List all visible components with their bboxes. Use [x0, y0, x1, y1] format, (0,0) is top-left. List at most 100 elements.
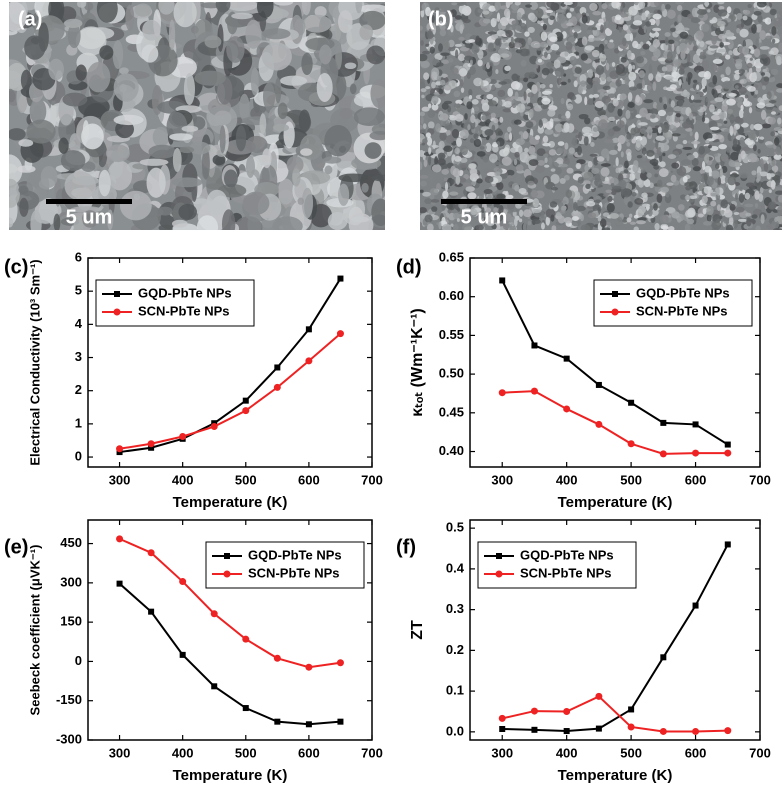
sem-grain	[681, 121, 692, 129]
sem-grain	[514, 91, 519, 100]
sem-grain	[191, 171, 198, 203]
sem-grain	[733, 219, 738, 229]
sem-image	[9, 2, 385, 230]
sem-grain	[81, 210, 99, 228]
legend-box	[95, 279, 255, 327]
sem-grain	[736, 27, 741, 34]
sem-grain	[577, 176, 584, 184]
sem-grain	[596, 156, 605, 162]
sem-grain	[761, 123, 772, 129]
sem-grain	[437, 152, 446, 160]
sem-grain	[744, 54, 753, 58]
sem-grain	[573, 170, 583, 175]
sem-grain	[668, 98, 672, 105]
sem-grain	[429, 46, 435, 54]
sem-grain	[245, 155, 255, 178]
sem-grain	[750, 124, 755, 131]
sem-grain	[769, 8, 777, 16]
sem-grain	[486, 62, 491, 70]
sem-grain	[590, 129, 600, 138]
sem-grain	[597, 89, 607, 94]
sem-grain	[468, 163, 477, 170]
sem-grain	[538, 17, 543, 21]
sem-grain	[742, 15, 748, 21]
sem-grain	[454, 103, 461, 108]
sem-grain	[119, 190, 152, 221]
sem-grain	[616, 120, 625, 129]
sem-grain	[507, 2, 514, 5]
sem-grain	[235, 125, 247, 152]
sem-grain	[545, 216, 550, 226]
data-point	[563, 405, 571, 413]
sem-grain	[513, 158, 518, 166]
sem-grain	[539, 41, 548, 48]
sem-grain	[666, 9, 676, 19]
data-point	[274, 364, 281, 371]
sem-grain	[720, 74, 725, 78]
sem-grain	[527, 220, 532, 226]
sem-grain	[698, 14, 704, 19]
sem-grain	[723, 209, 733, 218]
sem-grain	[454, 147, 461, 155]
sem-grain	[453, 90, 461, 98]
data-point	[305, 326, 312, 333]
sem-grain	[483, 168, 491, 174]
sem-grain	[504, 132, 510, 141]
sem-grain	[9, 154, 23, 186]
sem-grain	[660, 225, 669, 230]
sem-grain	[653, 48, 661, 58]
sem-grain	[657, 109, 667, 117]
sem-grain	[713, 4, 720, 13]
sem-grain	[555, 9, 565, 13]
data-point	[724, 727, 732, 735]
sem-grain	[324, 124, 352, 157]
sem-grain	[713, 52, 723, 58]
sem-grain	[567, 78, 571, 83]
sem-grain	[665, 131, 673, 140]
sem-grain	[256, 2, 274, 18]
sem-grain	[710, 200, 717, 207]
sem-grain	[471, 99, 479, 105]
sem-grain	[667, 226, 675, 230]
sem-grain	[538, 119, 543, 128]
sem-grain	[778, 105, 782, 111]
sem-grain	[119, 67, 129, 75]
sem-grain	[548, 52, 559, 62]
sem-grain	[731, 27, 735, 32]
sem-grain	[761, 203, 766, 211]
sem-grain	[614, 47, 620, 54]
sem-grain	[641, 203, 651, 207]
y-tick-label: 0.5	[446, 520, 464, 535]
sem-grain	[646, 149, 655, 157]
x-tick-label: 300	[491, 745, 513, 760]
sem-grain	[565, 189, 573, 198]
data-point	[659, 450, 667, 458]
sem-grain	[594, 199, 601, 204]
sem-grain	[758, 139, 763, 144]
sem-grain	[661, 66, 668, 72]
sem-grain	[583, 171, 594, 181]
sem-grain	[717, 48, 727, 53]
sem-grain	[716, 204, 721, 212]
sem-grain	[571, 219, 581, 227]
sem-grain	[708, 144, 712, 149]
sem-grain	[746, 62, 753, 69]
sem-grain	[429, 188, 439, 196]
sem-grain	[487, 193, 492, 200]
sem-grain	[682, 146, 693, 150]
sem-grain	[527, 39, 532, 46]
sem-grain	[645, 20, 652, 27]
sem-grain	[481, 87, 488, 91]
data-point	[337, 275, 344, 282]
sem-grain	[650, 114, 656, 119]
sem-grain	[499, 148, 509, 157]
sem-grain	[455, 99, 463, 105]
sem-grain	[577, 85, 583, 94]
sem-grain	[664, 36, 669, 46]
x-tick-label: 600	[685, 745, 707, 760]
sem-grain	[511, 98, 517, 109]
sem-grain	[554, 123, 564, 133]
sem-grain	[576, 145, 582, 156]
sem-grain	[113, 73, 139, 102]
sem-grain	[735, 206, 745, 213]
